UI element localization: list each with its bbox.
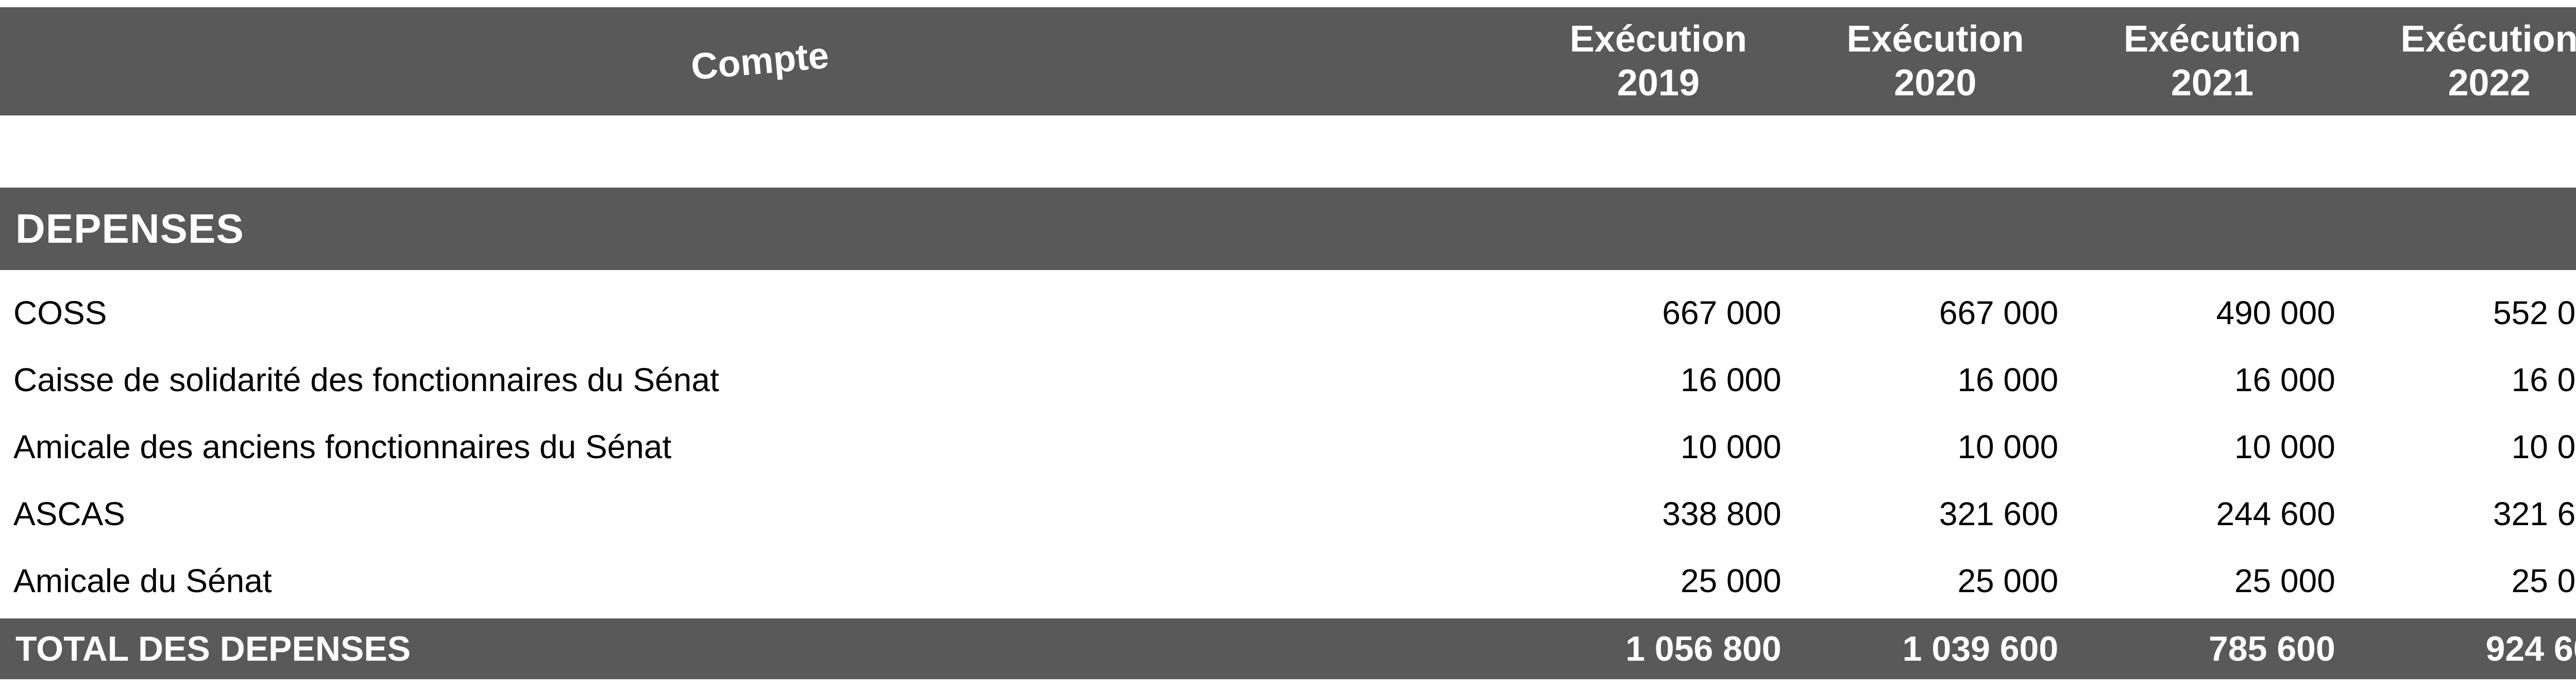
row-value-2020: 10 000: [1957, 428, 2059, 465]
column-header-execution-2021: Exécution 2021: [2074, 7, 2351, 115]
spacer: [0, 270, 2576, 279]
row-value-2020: 321 600: [1939, 495, 2059, 532]
budget-table: Compte Exécution 2019 Exécution 2020 Exé…: [0, 7, 2576, 688]
execution-label: Exécution: [2123, 19, 2301, 60]
row-label: Caisse de solidarité des fonctionnaires …: [13, 361, 719, 398]
row-value-2020: 16 000: [1957, 361, 2059, 398]
year-label: 2021: [2171, 62, 2254, 104]
row-value-2020: 25 000: [1957, 562, 2059, 599]
spacer: [0, 614, 2576, 618]
row-value-2021: 10 000: [2234, 428, 2335, 465]
total-label: TOTAL DES DEPENSES: [15, 629, 411, 668]
section-title: DEPENSES: [15, 206, 244, 251]
column-header-execution-2020: Exécution 2020: [1797, 7, 2074, 115]
row-value-2022: 321 600: [2493, 495, 2576, 532]
column-header-execution-2022: Exécution 2022: [2351, 7, 2576, 115]
row-value-2020: 667 000: [1939, 294, 2059, 331]
column-header-execution-2019: Exécution 2019: [1520, 7, 1797, 115]
row-value-2019: 338 800: [1662, 495, 1782, 532]
total-value-2022: 924 600: [2485, 629, 2576, 668]
row-value-2022: 552 000: [2493, 294, 2576, 331]
row-value-2021: 490 000: [2216, 294, 2335, 331]
year-label: 2020: [1894, 62, 1977, 104]
table-header-row: Compte Exécution 2019 Exécution 2020 Exé…: [0, 7, 2576, 115]
total-value-2019: 1 056 800: [1625, 629, 1782, 668]
row-value-2019: 16 000: [1680, 361, 1782, 398]
total-value-2020: 1 039 600: [1902, 629, 2059, 668]
execution-label: Exécution: [2400, 19, 2576, 60]
row-value-2021: 244 600: [2216, 495, 2335, 532]
year-label: 2019: [1617, 62, 1700, 104]
compte-header-label: Compte: [689, 35, 831, 88]
table-row-caisse-solidarite: Caisse de solidarité des fonctionnaires …: [0, 346, 2576, 413]
execution-label: Exécution: [1846, 19, 2024, 60]
table-row-ascas: ASCAS 338 800 321 600 244 600 321 600 35…: [0, 480, 2576, 547]
year-label: 2022: [2448, 62, 2531, 104]
row-label: ASCAS: [13, 495, 125, 532]
row-label: Amicale du Sénat: [13, 562, 272, 599]
table-body: COSS 667 000 667 000 490 000 552 000 687…: [0, 279, 2576, 614]
table-row-amicale-senat: Amicale du Sénat 25 000 25 000 25 000 25…: [0, 547, 2576, 614]
row-value-2019: 10 000: [1680, 428, 1782, 465]
row-value-2019: 667 000: [1662, 294, 1782, 331]
row-value-2022: 10 000: [2511, 428, 2576, 465]
row-value-2022: 16 000: [2511, 361, 2576, 398]
row-value-2021: 25 000: [2234, 562, 2335, 599]
section-header-depenses: DEPENSES: [0, 188, 2576, 270]
row-value-2019: 25 000: [1680, 562, 1782, 599]
row-label: Amicale des anciens fonctionnaires du Sé…: [13, 428, 672, 465]
row-value-2022: 25 000: [2511, 562, 2576, 599]
spacer: [0, 115, 2576, 188]
table-row-amicale-anciens: Amicale des anciens fonctionnaires du Sé…: [0, 413, 2576, 480]
execution-label: Exécution: [1569, 19, 1747, 60]
total-row: TOTAL DES DEPENSES 1 056 800 1 039 600 7…: [0, 618, 2576, 679]
total-value-2021: 785 600: [2208, 629, 2335, 668]
column-header-compte: Compte: [0, 7, 1520, 115]
row-value-2021: 16 000: [2234, 361, 2335, 398]
table-row-coss: COSS 667 000 667 000 490 000 552 000 687…: [0, 279, 2576, 346]
row-label: COSS: [13, 294, 107, 331]
